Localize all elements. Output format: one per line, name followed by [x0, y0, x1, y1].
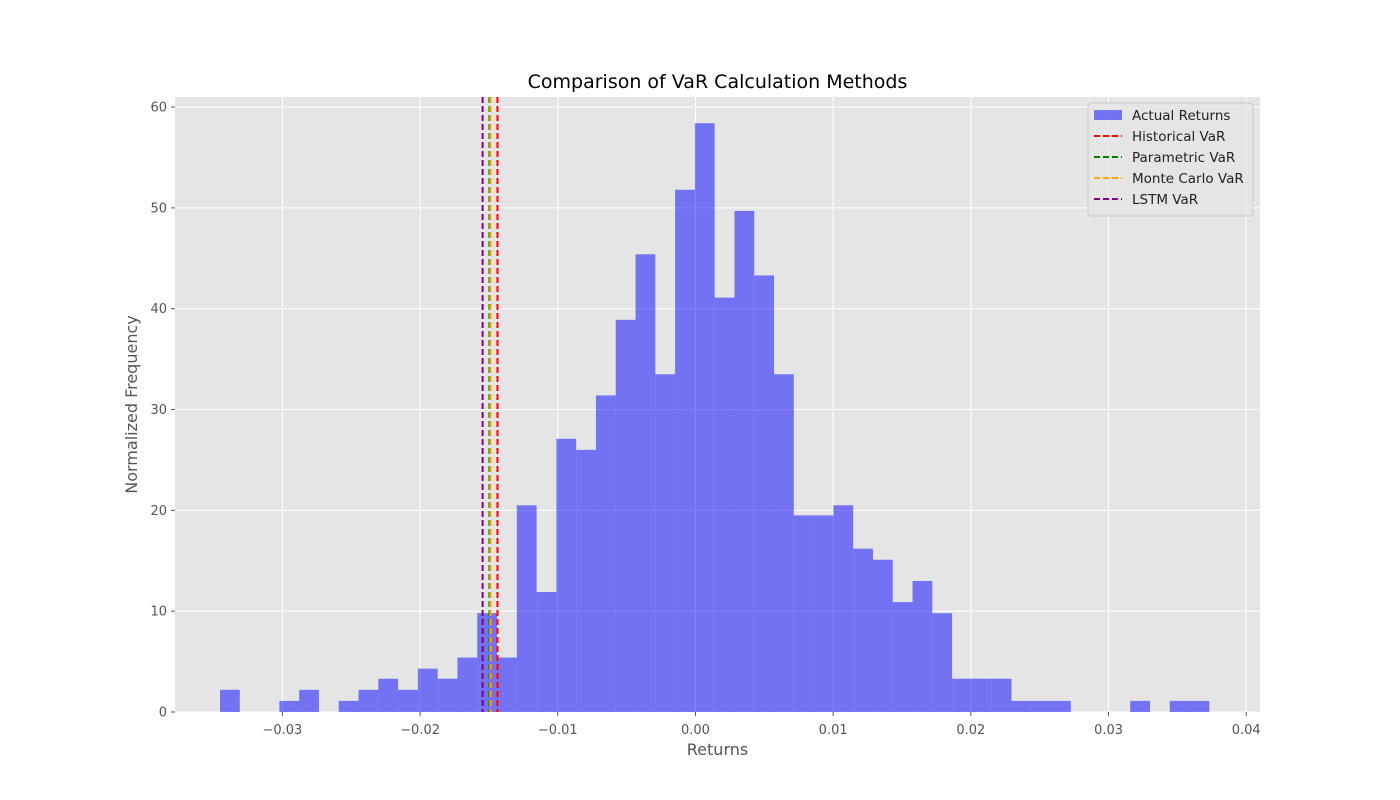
histogram-bar [754, 275, 775, 712]
histogram-bar [714, 297, 735, 712]
var-lines [481, 97, 499, 712]
histogram-bar [576, 449, 596, 712]
x-tick-label: 0.00 [681, 723, 710, 738]
histogram-bar [279, 700, 300, 712]
histogram-bar [299, 689, 319, 712]
histogram-bar [892, 602, 913, 712]
y-tick-label: 40 [150, 302, 167, 317]
histogram-bar [497, 657, 517, 712]
histogram-bar [813, 515, 834, 712]
y-tick-label: 0 [159, 706, 167, 721]
legend-swatch-actual-returns [1094, 110, 1122, 120]
histogram-bar [378, 678, 399, 712]
legend: Actual Returns Historical VaR Parametric V… [1087, 102, 1254, 217]
histogram-bar [358, 689, 379, 712]
histogram-bar [1051, 700, 1071, 712]
histogram-bar [457, 657, 478, 712]
histogram-bar [853, 548, 873, 712]
x-axis-label: Returns [687, 740, 748, 759]
histogram-bar [417, 668, 438, 712]
histogram-bar [338, 700, 359, 712]
y-tick-label: 20 [150, 504, 167, 519]
histogram-bar [774, 374, 794, 712]
x-tick-label: 0.03 [1094, 723, 1123, 738]
histogram-bar [833, 505, 854, 712]
histogram-bar [595, 395, 616, 712]
histogram-bar [694, 123, 715, 712]
histogram-bar [477, 613, 498, 712]
histogram-bar [398, 689, 418, 712]
x-tick-label: 0.04 [1232, 723, 1261, 738]
axis-ticks: −0.03 −0.02 −0.01 0.00 0.01 0.02 0.03 0.04 0 10 20… [150, 101, 1260, 738]
histogram-bar [536, 592, 557, 712]
y-tick-label: 30 [150, 403, 167, 418]
histogram-bar [1169, 700, 1190, 712]
histogram-bar [734, 210, 755, 713]
histogram-bar [516, 505, 537, 712]
histogram-bar [793, 515, 814, 712]
histogram-bar [952, 678, 972, 712]
legend-label: Parametric VaR [1132, 150, 1235, 166]
histogram-bar [991, 678, 1012, 712]
x-tick-label: −0.01 [538, 723, 578, 738]
histogram-bar [220, 689, 240, 712]
histogram-bar [1011, 700, 1032, 712]
histogram-bar [932, 613, 953, 712]
histogram-bar [1130, 700, 1150, 712]
y-tick-label: 60 [150, 101, 167, 116]
y-tick-label: 50 [150, 201, 167, 216]
histogram-bar [1189, 700, 1210, 712]
legend-label: Monte Carlo VaR [1132, 171, 1244, 187]
legend-label: LSTM VaR [1132, 192, 1198, 208]
legend-box [1087, 102, 1254, 217]
histogram-bar [971, 678, 992, 712]
x-tick-label: 0.02 [956, 723, 985, 738]
legend-label: Historical VaR [1132, 129, 1225, 145]
histogram-bar [1031, 700, 1052, 712]
y-axis-label: Normalized Frequency [122, 315, 141, 493]
histogram-bar [655, 374, 676, 712]
histogram-bar [615, 319, 636, 712]
histogram-bar [675, 189, 695, 713]
y-tick-label: 10 [150, 605, 167, 620]
x-tick-label: −0.03 [262, 723, 302, 738]
x-tick-label: −0.02 [400, 723, 440, 738]
histogram-bar [912, 580, 933, 712]
histogram-bars [220, 123, 1210, 713]
histogram-bar [872, 559, 893, 712]
legend-label: Actual Returns [1132, 108, 1230, 124]
x-tick-label: 0.01 [819, 723, 848, 738]
chart-title: Comparison of VaR Calculation Methods [528, 71, 908, 93]
histogram-bar [635, 254, 656, 712]
histogram-bar [556, 438, 577, 712]
histogram-bar [437, 678, 458, 712]
